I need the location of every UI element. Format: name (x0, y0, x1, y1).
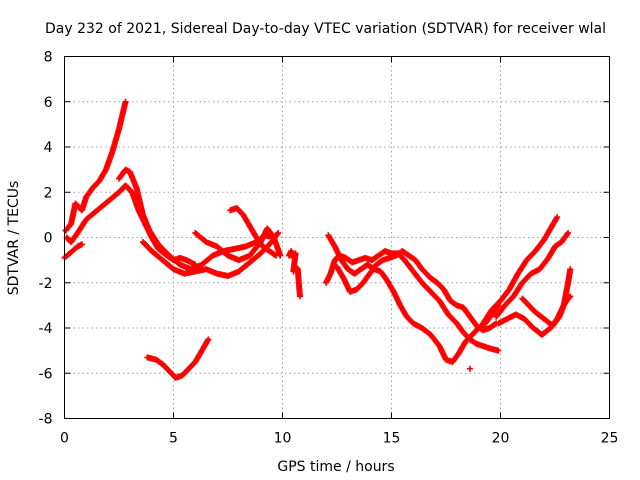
data-point (495, 347, 502, 354)
series-track-1 (62, 98, 129, 234)
y-tick-label: 8 (44, 50, 53, 66)
x-tick-label: 15 (383, 431, 401, 447)
series-track-11 (334, 248, 500, 334)
data-point (565, 229, 572, 236)
series-track-2 (63, 182, 199, 268)
series-track-15 (519, 293, 574, 329)
series-track-16 (61, 241, 473, 372)
data-point (272, 252, 279, 259)
series-track-3 (116, 166, 277, 273)
chart-title: Day 232 of 2021, Sidereal Day-to-day VTE… (45, 21, 606, 37)
data-point (275, 229, 282, 236)
x-tick-label: 0 (60, 431, 69, 447)
y-tick-label: 0 (44, 231, 53, 247)
data-points (61, 98, 574, 381)
data-point (78, 241, 85, 248)
y-tick-label: -4 (39, 321, 53, 337)
y-tick-label: 2 (44, 185, 53, 201)
series-track-7 (144, 336, 212, 381)
plot-frame (64, 56, 610, 419)
grid (64, 56, 610, 419)
data-point (274, 231, 281, 238)
y-tick-label: 6 (44, 95, 53, 111)
y-tick-label: 4 (44, 140, 53, 156)
series-track-4 (139, 229, 282, 279)
series-track-13 (493, 229, 572, 320)
data-point (564, 231, 571, 238)
x-tick-label: 5 (169, 431, 178, 447)
y-tick-labels: -8 -6 -4 -2 0 2 4 6 8 (39, 50, 53, 428)
x-axis-label: GPS time / hours (277, 459, 394, 475)
y-tick-label: -6 (39, 366, 53, 382)
data-point (205, 336, 212, 343)
series-track-8 (286, 248, 303, 300)
x-tick-label: 25 (601, 431, 619, 447)
data-point (296, 293, 303, 300)
data-point (567, 293, 574, 300)
x-tick-label: 10 (274, 431, 292, 447)
series-track-6 (227, 205, 279, 259)
series-track-9 (323, 248, 502, 354)
y-tick-label: -2 (39, 276, 53, 292)
x-tick-label: 20 (492, 431, 510, 447)
y-axis-label: SDTVAR / TECUs (6, 181, 22, 296)
series-track-5 (192, 225, 284, 264)
data-point (466, 365, 473, 372)
y-tick-label: -8 (39, 412, 53, 428)
data-point (122, 98, 129, 105)
data-point (567, 266, 574, 273)
x-tick-labels: 0 5 10 15 20 25 (60, 431, 618, 447)
series-track-12 (480, 214, 561, 327)
data-point (554, 214, 561, 221)
